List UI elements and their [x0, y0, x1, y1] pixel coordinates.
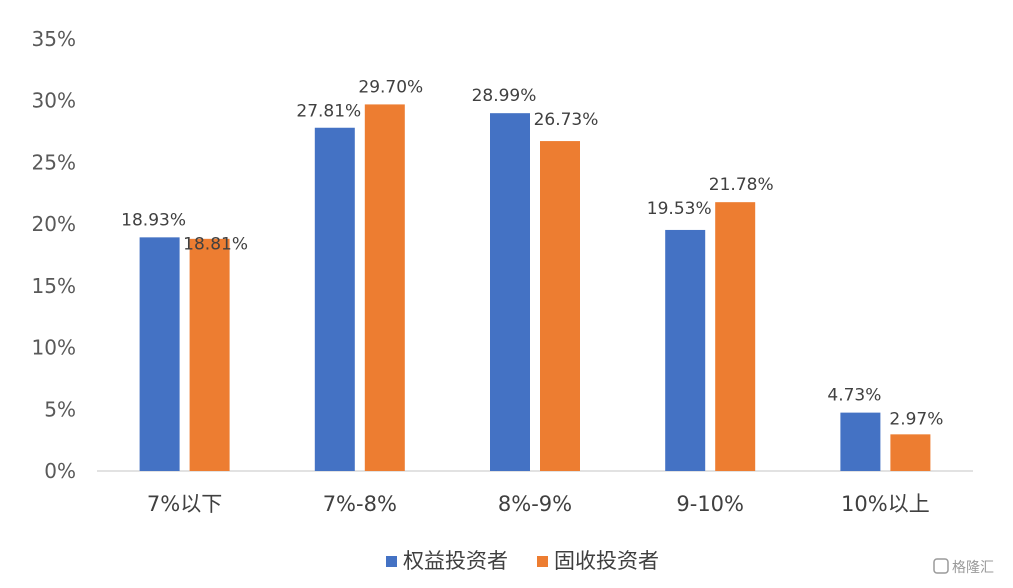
x-category-label: 7%以下: [147, 492, 222, 516]
legend-swatch: [537, 556, 548, 567]
x-category-label: 10%以上: [841, 492, 930, 516]
legend: 权益投资者 固收投资者: [386, 549, 659, 573]
bar-fixed-income: [540, 141, 580, 471]
bar-equity: [665, 229, 706, 471]
data-label: 28.99%: [472, 86, 537, 106]
bar-fixed-income: [715, 202, 756, 471]
x-axis-categories: 7%以下 7%-8% 8%-9% 9-10% 10%以上: [147, 492, 930, 516]
x-category-label: 9-10%: [676, 492, 744, 516]
y-tick-label: 5%: [44, 397, 76, 421]
data-label: 18.93%: [121, 210, 186, 230]
bar-fixed-income: [364, 104, 405, 471]
legend-label: 权益投资者: [403, 549, 508, 573]
legend-swatch: [386, 556, 397, 567]
bar-group: [139, 104, 931, 471]
data-label: 21.78%: [709, 175, 774, 195]
data-label: 29.70%: [358, 77, 423, 97]
data-label: 4.73%: [827, 386, 881, 406]
data-label: 26.73%: [534, 110, 599, 130]
y-axis-ticks: 0% 5% 10% 15% 20% 25% 30% 35%: [32, 27, 76, 483]
bar-equity: [314, 127, 355, 471]
y-tick-label: 30%: [32, 89, 76, 113]
y-tick-label: 20%: [32, 212, 76, 236]
data-labels: 18.93% 18.81% 27.81% 29.70% 28.99% 26.73% 19.5…: [121, 77, 943, 429]
y-tick-label: 35%: [32, 27, 76, 51]
y-tick-label: 0%: [44, 459, 76, 483]
legend-label: 固收投资者: [554, 549, 659, 573]
y-tick-label: 10%: [32, 336, 76, 360]
watermark-logo-icon: [933, 558, 949, 574]
bar-equity: [490, 113, 530, 471]
data-label: 19.53%: [647, 199, 712, 219]
y-tick-label: 25%: [32, 150, 76, 174]
bar-fixed-income: [189, 238, 230, 471]
watermark-text: 格隆汇: [952, 560, 994, 576]
x-category-label: 7%-8%: [323, 492, 397, 516]
bar-equity: [139, 237, 180, 471]
watermark: 格隆汇: [933, 558, 994, 576]
y-tick-label: 15%: [32, 274, 76, 298]
data-label: 27.81%: [296, 101, 361, 121]
data-label: 18.81%: [183, 234, 248, 254]
data-label: 2.97%: [889, 410, 943, 430]
bar-equity: [840, 412, 881, 471]
x-category-label: 8%-9%: [498, 492, 572, 516]
bar-fixed-income: [890, 434, 931, 471]
